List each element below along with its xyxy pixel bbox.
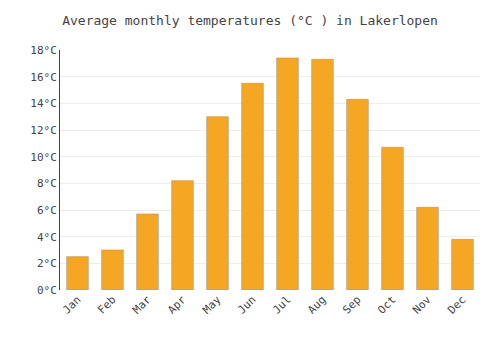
svg-text:12°C: 12°C xyxy=(30,124,57,137)
svg-text:0°C: 0°C xyxy=(37,284,57,297)
svg-text:16°C: 16°C xyxy=(30,71,57,84)
svg-text:Average monthly temperatures (: Average monthly temperatures (°C ) in La… xyxy=(62,13,438,28)
svg-text:6°C: 6°C xyxy=(37,204,57,217)
svg-text:Jan: Jan xyxy=(60,293,83,316)
svg-text:Feb: Feb xyxy=(95,293,118,316)
svg-text:Oct: Oct xyxy=(375,293,398,316)
svg-text:Jul: Jul xyxy=(270,293,293,316)
svg-text:2°C: 2°C xyxy=(37,257,57,270)
svg-text:May: May xyxy=(200,293,224,317)
svg-text:Apr: Apr xyxy=(165,293,189,317)
svg-text:10°C: 10°C xyxy=(30,151,57,164)
svg-text:18°C: 18°C xyxy=(30,44,57,57)
svg-text:Sep: Sep xyxy=(340,293,363,316)
svg-text:Dec: Dec xyxy=(445,293,468,316)
svg-text:4°C: 4°C xyxy=(37,231,57,244)
svg-text:14°C: 14°C xyxy=(30,97,57,110)
svg-text:Mar: Mar xyxy=(130,293,154,317)
svg-text:8°C: 8°C xyxy=(37,177,57,190)
svg-text:Aug: Aug xyxy=(305,293,328,316)
svg-text:Jun: Jun xyxy=(235,293,258,316)
svg-text:Nov: Nov xyxy=(410,293,434,317)
